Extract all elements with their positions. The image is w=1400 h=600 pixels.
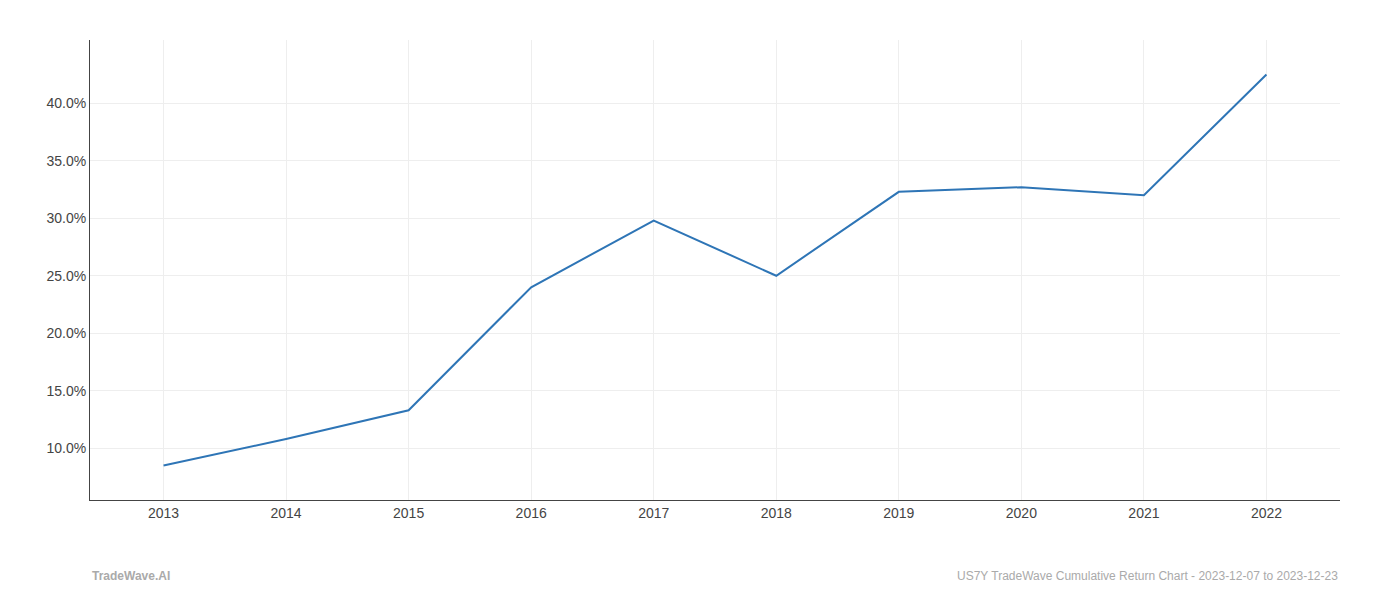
svg-text:2021: 2021 — [1128, 505, 1159, 521]
svg-text:20.0%: 20.0% — [46, 325, 86, 341]
svg-text:US7Y TradeWave Cumulative Retu: US7Y TradeWave Cumulative Return Chart -… — [957, 569, 1338, 583]
svg-text:2018: 2018 — [761, 505, 792, 521]
svg-text:TradeWave.AI: TradeWave.AI — [92, 569, 170, 583]
svg-text:2015: 2015 — [393, 505, 424, 521]
svg-text:2019: 2019 — [883, 505, 914, 521]
svg-text:15.0%: 15.0% — [46, 383, 86, 399]
svg-text:40.0%: 40.0% — [46, 95, 86, 111]
svg-text:30.0%: 30.0% — [46, 210, 86, 226]
svg-text:2016: 2016 — [516, 505, 547, 521]
svg-text:10.0%: 10.0% — [46, 440, 86, 456]
svg-text:2014: 2014 — [271, 505, 302, 521]
svg-text:2013: 2013 — [148, 505, 179, 521]
svg-text:35.0%: 35.0% — [46, 153, 86, 169]
svg-text:2017: 2017 — [638, 505, 669, 521]
svg-text:2022: 2022 — [1251, 505, 1282, 521]
svg-text:2020: 2020 — [1006, 505, 1037, 521]
svg-text:25.0%: 25.0% — [46, 268, 86, 284]
